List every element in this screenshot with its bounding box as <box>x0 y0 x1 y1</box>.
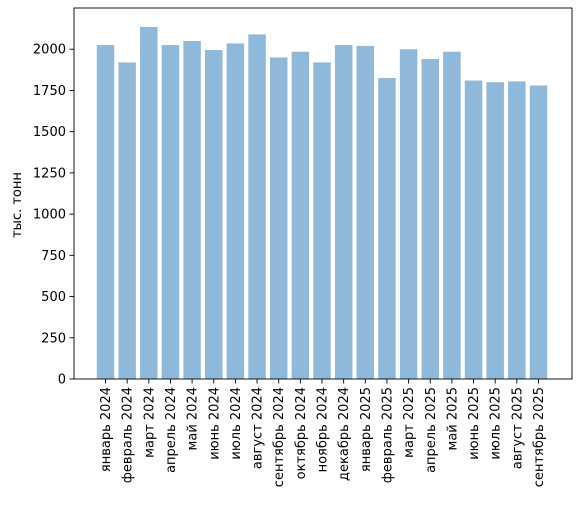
plot-frame <box>73 7 573 380</box>
bar-12 <box>356 45 375 380</box>
y-tick-label-3: 750 <box>41 249 66 264</box>
y-tick-label-4: 1000 <box>33 208 66 223</box>
bar-7 <box>248 34 266 379</box>
x-tick-label-1: февраль 2024 <box>121 387 136 483</box>
bar-10 <box>313 62 331 379</box>
bar-1 <box>118 62 136 379</box>
bar-16 <box>443 51 461 379</box>
bar-5 <box>205 50 223 380</box>
y-tick-label-5: 1250 <box>33 166 66 181</box>
y-tick-label-6: 1500 <box>33 125 66 140</box>
x-tick-label-17: июнь 2025 <box>467 387 482 460</box>
x-tick-label-13: февраль 2025 <box>380 387 395 483</box>
x-tick-label-7: август 2024 <box>251 387 266 469</box>
x-tick-label-4: май 2024 <box>186 387 201 450</box>
x-tick-label-15: апрель 2025 <box>424 387 439 473</box>
bar-19 <box>508 81 526 379</box>
bar-9 <box>291 51 310 379</box>
y-tick-label-7: 1750 <box>33 84 66 99</box>
x-tick-label-8: сентябрь 2024 <box>272 387 287 487</box>
x-tick-label-10: ноябрь 2024 <box>316 387 331 472</box>
bar-4 <box>183 40 201 379</box>
bar-0 <box>96 45 115 379</box>
x-tick-label-18: июль 2025 <box>489 387 504 460</box>
bar-8 <box>269 57 288 379</box>
bars-layer <box>96 26 548 380</box>
y-tick-label-1: 250 <box>41 331 66 346</box>
x-tick-label-12: январь 2025 <box>359 387 374 472</box>
y-tick-label-2: 500 <box>41 290 66 305</box>
y-axis-ticks: 0 250 500 750 1000 1250 1500 1750 2000 <box>33 43 74 388</box>
bar-6 <box>226 43 245 379</box>
x-tick-label-16: май 2025 <box>445 387 460 450</box>
bar-2 <box>140 26 158 380</box>
x-tick-label-9: октябрь 2024 <box>294 387 309 479</box>
x-tick-label-2: март 2024 <box>142 387 157 458</box>
x-tick-label-3: апрель 2024 <box>164 387 179 473</box>
bar-14 <box>399 49 418 379</box>
bar-11 <box>334 45 353 379</box>
x-tick-label-6: июль 2024 <box>229 387 244 460</box>
axes-layer <box>73 7 573 380</box>
x-tick-label-0: январь 2024 <box>99 387 114 472</box>
x-tick-label-11: декабрь 2024 <box>337 387 352 481</box>
y-tick-label-0: 0 <box>58 373 66 388</box>
x-tick-label-20: сентябрь 2025 <box>532 387 547 487</box>
bar-17 <box>464 80 483 380</box>
bar-3 <box>161 45 180 379</box>
x-tick-label-14: март 2025 <box>402 387 417 458</box>
bar-20 <box>529 85 548 379</box>
x-tick-label-5: июнь 2024 <box>207 387 222 460</box>
bar-15 <box>421 59 439 380</box>
x-axis-ticks: январь 2024 февраль 2024 март 2024 апрель 2… <box>99 379 547 487</box>
bar-13 <box>378 78 396 379</box>
bar-18 <box>486 82 504 379</box>
x-tick-label-19: август 2025 <box>510 387 525 469</box>
y-axis-label: тыс. тонн <box>10 172 25 238</box>
y-tick-label-8: 2000 <box>33 43 66 58</box>
